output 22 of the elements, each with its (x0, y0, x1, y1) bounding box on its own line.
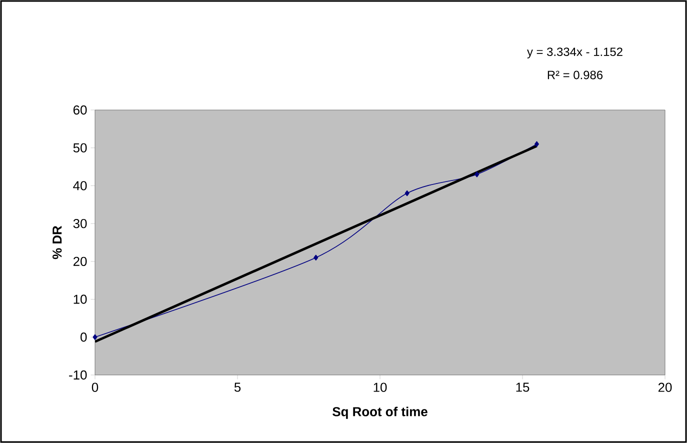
x-tick-label: 0 (92, 382, 98, 392)
point (92, 334, 98, 340)
x-tick-label: 20 (658, 382, 672, 392)
x-tick-label: 10 (374, 382, 387, 392)
y-tick-label: 50 (73, 143, 87, 152)
point (534, 141, 540, 147)
y-tick-label: 20 (73, 256, 87, 266)
x-axis-title: Sq Root of time (332, 406, 428, 419)
y-tick-label: -10 (69, 370, 87, 380)
x-tick-label: 15 (516, 382, 530, 392)
x-tick-label: 5 (234, 382, 241, 392)
text: R² = 0.986 (548, 70, 603, 80)
y-tick-label: 0 (80, 332, 87, 342)
y-tick-label: 10 (74, 294, 87, 304)
point (404, 190, 410, 196)
y-tick-label: 60 (73, 105, 87, 115)
y-axis-title: % DR (52, 226, 62, 260)
y-tick-label: 30 (73, 218, 87, 228)
point (474, 171, 480, 178)
y-tick-label: 40 (73, 181, 87, 190)
point (314, 254, 318, 261)
text: y = 3.334x - 1.152 (527, 48, 622, 58)
